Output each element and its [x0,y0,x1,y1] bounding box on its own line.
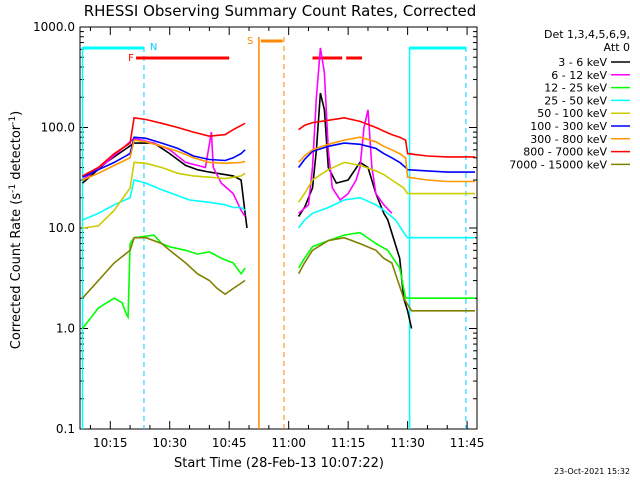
marker-n: N [150,42,157,53]
plot-frame [79,26,478,430]
y-tick-label: 1000.0 [33,20,75,34]
y-tick-label: 100.0 [41,121,75,135]
y-axis-label: Corrected Count Rate (s-1 detector-1) [8,111,24,349]
x-tick-label: 10:15 [93,436,128,450]
series-line-2 [81,231,475,329]
x-tick-label: 10:45 [212,436,247,450]
legend-header-attenuator: Att 0 [604,41,630,54]
series-line-8 [81,236,475,312]
legend-entry-label: 12 - 25 keV [544,82,607,95]
x-tick-label: 11:00 [271,436,306,450]
y-tick-label: 10.0 [48,221,75,235]
legend-entry-label: 6 - 12 keV [551,69,607,82]
legend-entry-label: 25 - 50 keV [544,94,607,107]
x-tick-label: 11:30 [390,436,425,450]
chart-title: RHESSI Observing Summary Count Rates, Co… [84,2,477,20]
y-tick-label: 0.1 [56,422,75,436]
x-axis-label: Start Time (28-Feb-13 10:07:22) [174,456,384,471]
series-line-5 [82,136,475,178]
x-tick-label: 10:30 [152,436,187,450]
legend-entry-label: 50 - 100 keV [537,107,607,120]
legend-entry-label: 800 - 7000 keV [523,146,607,159]
series-line-1 [82,47,393,217]
legend-header-detectors: Det 1,3,4,5,6,9, [544,28,630,41]
x-tick-label: 11:45 [450,436,485,450]
series-line-4 [82,161,475,229]
legend-entry-label: 3 - 6 keV [558,56,607,69]
y-tick-label: 1.0 [56,322,75,336]
series-line-6 [82,136,475,183]
legend-entry-label: 7000 - 15000 keV [509,158,607,171]
series-line-3 [82,179,475,239]
generated-timestamp: 23-Oct-2021 15:32 [554,467,630,476]
legend-entry-label: 100 - 300 keV [530,120,607,133]
marker-s: S [247,36,253,47]
x-tick-label: 11:15 [331,436,366,450]
legend-entry-label: 300 - 800 keV [530,133,607,146]
marker-f: F [128,53,134,64]
series-line-7 [82,116,475,177]
plot-area: 1000.0 100.0 10.0 1.0 0.1 10:15 10:30 10:45 11:0… [33,20,484,450]
